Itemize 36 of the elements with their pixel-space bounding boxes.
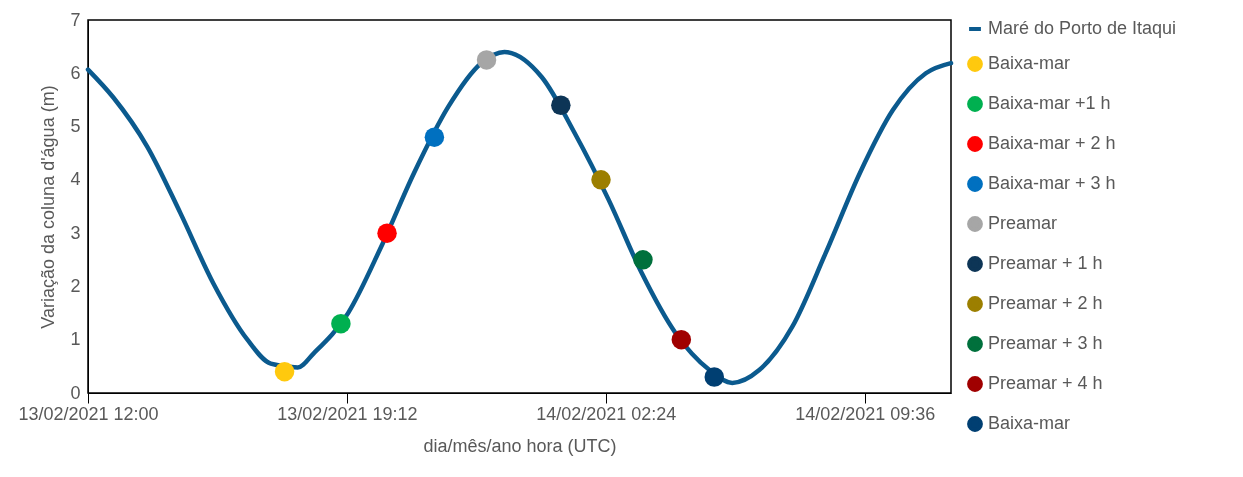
y-tick-label: 3 (70, 222, 81, 243)
x-axis-title: dia/mês/ano hora (UTC) (423, 435, 617, 456)
legend-label: Preamar (988, 213, 1058, 233)
legend-label: Preamar + 2 h (988, 293, 1103, 313)
y-tick-label: 6 (70, 62, 81, 83)
y-tick-label: 4 (70, 169, 81, 190)
legend-label: Baixa-mar + 2 h (988, 133, 1116, 153)
point (377, 223, 397, 243)
point (633, 250, 653, 270)
x-tick-label: 13/02/2021 12:00 (18, 403, 159, 424)
legend-label: Baixa-mar + 3 h (988, 173, 1116, 193)
y-tick-label: 0 (70, 382, 81, 403)
point (551, 95, 571, 115)
legend-label: Baixa-mar (988, 413, 1071, 433)
x-tick-label: 13/02/2021 19:12 (277, 403, 418, 424)
point (424, 127, 445, 147)
y-axis-title: Variação da coluna d'água (m) (38, 85, 59, 329)
point (591, 170, 611, 190)
x-tick-label: 14/02/2021 02:24 (536, 403, 677, 424)
y-tick-label: 1 (70, 329, 81, 350)
x-tick-label: 14/02/2021 09:36 (795, 403, 936, 424)
legend-label: Baixa-mar (988, 53, 1071, 73)
y-tick-label: 7 (70, 9, 81, 30)
line-series (85, 49, 954, 386)
legend-label: Preamar + 3 h (988, 333, 1103, 353)
point (671, 329, 692, 350)
legend-label: Preamar + 1 h (988, 253, 1103, 273)
point (476, 50, 497, 70)
point (274, 361, 295, 382)
legend-label: Preamar + 4 h (988, 373, 1103, 393)
legend-label: Maré do Porto de Itaqui (988, 18, 1177, 38)
point (331, 314, 351, 334)
point (704, 367, 725, 387)
y-tick-label: 5 (70, 116, 81, 137)
y-tick-label: 2 (70, 275, 81, 296)
legend-label: Baixa-mar +1 h (988, 93, 1111, 113)
